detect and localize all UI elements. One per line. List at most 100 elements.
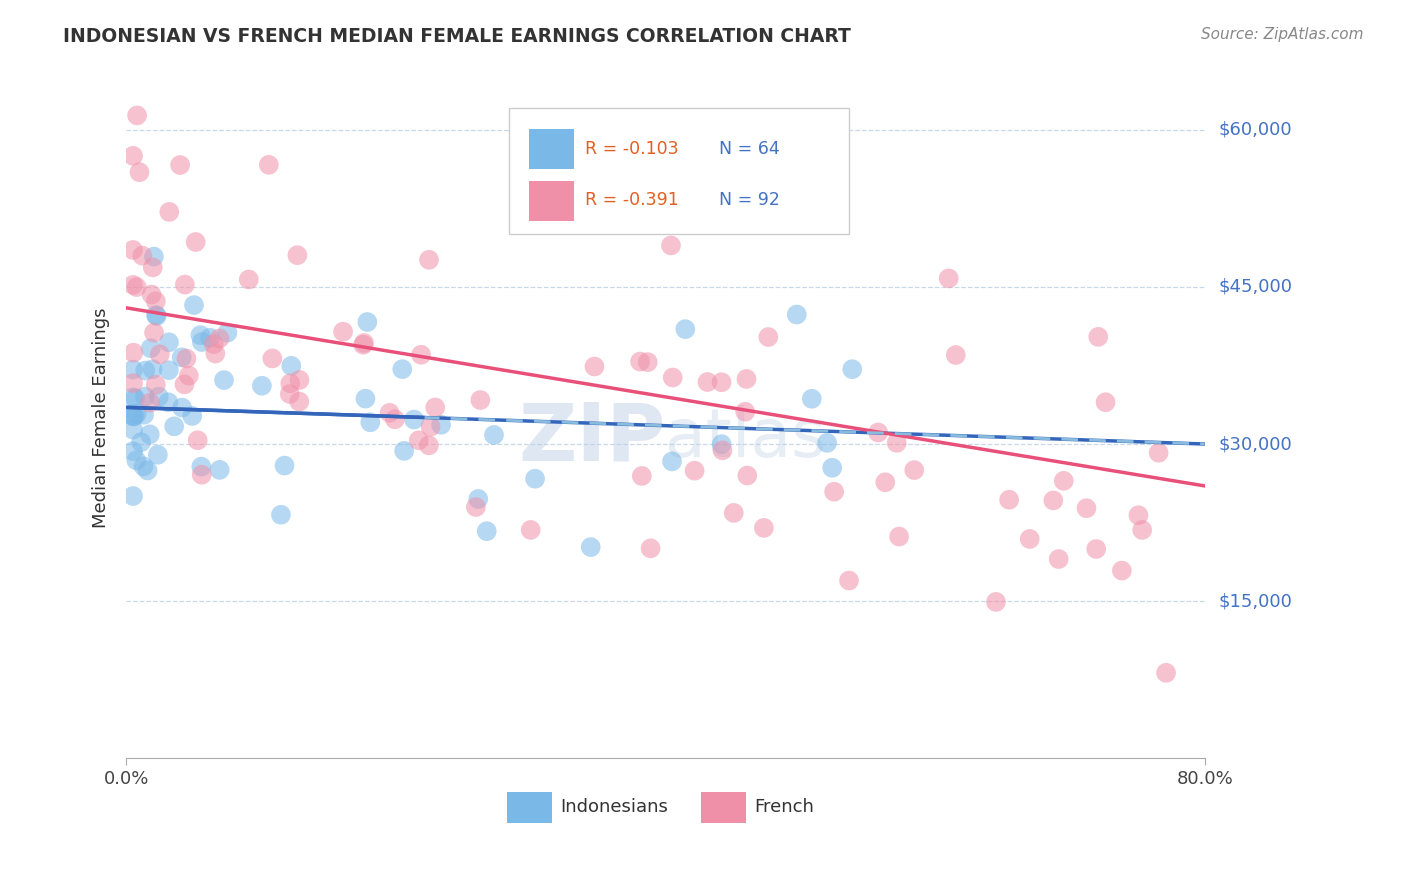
Point — [183, 298, 205, 312]
Point — [1047, 552, 1070, 566]
Point — [287, 248, 309, 262]
Point — [1076, 501, 1098, 516]
Point — [190, 328, 212, 343]
Point — [640, 541, 662, 556]
Point — [177, 368, 200, 383]
Point — [696, 375, 718, 389]
FancyBboxPatch shape — [529, 129, 574, 169]
Point — [288, 373, 311, 387]
Point — [132, 408, 155, 422]
Point — [145, 308, 167, 322]
Point — [262, 351, 284, 366]
Point — [124, 409, 146, 424]
Point — [470, 392, 492, 407]
Point — [1087, 330, 1109, 344]
Point — [122, 345, 145, 359]
Point — [378, 406, 401, 420]
Point — [238, 272, 260, 286]
Point — [212, 373, 235, 387]
Point — [163, 419, 186, 434]
Point — [425, 401, 447, 415]
Point — [756, 330, 779, 344]
Point — [838, 574, 860, 588]
Point — [176, 351, 198, 366]
Point — [125, 453, 148, 467]
Point — [1128, 508, 1150, 523]
Point — [270, 508, 292, 522]
Point — [735, 468, 758, 483]
Point — [464, 500, 486, 514]
Point — [821, 460, 844, 475]
Point — [984, 595, 1007, 609]
Point — [122, 243, 145, 257]
Point — [938, 271, 960, 285]
Point — [122, 376, 145, 390]
Point — [711, 443, 734, 458]
Text: $45,000: $45,000 — [1219, 278, 1292, 296]
Point — [735, 372, 758, 386]
Point — [198, 331, 221, 345]
Point — [170, 351, 193, 365]
Point — [139, 427, 162, 442]
Point — [353, 336, 375, 351]
Point — [142, 260, 165, 275]
Point — [868, 425, 890, 440]
Point — [145, 377, 167, 392]
Point — [887, 530, 910, 544]
Point — [408, 434, 430, 448]
Point — [945, 348, 967, 362]
Point — [886, 435, 908, 450]
Point — [122, 423, 145, 437]
Point — [124, 391, 146, 405]
Point — [628, 354, 651, 368]
Point — [823, 484, 845, 499]
Point — [278, 387, 301, 401]
Point — [134, 390, 156, 404]
Point — [352, 337, 374, 351]
Point — [190, 467, 212, 482]
Point — [418, 252, 440, 267]
Point — [139, 341, 162, 355]
FancyBboxPatch shape — [529, 181, 574, 221]
Point — [524, 472, 547, 486]
Point — [157, 395, 180, 409]
Point — [122, 409, 145, 423]
Point — [122, 390, 145, 404]
Point — [204, 346, 226, 360]
Text: French: French — [754, 798, 814, 816]
Text: R = -0.391: R = -0.391 — [585, 192, 678, 210]
Point — [1111, 564, 1133, 578]
Point — [132, 459, 155, 474]
Text: N = 92: N = 92 — [720, 192, 780, 210]
Point — [157, 363, 180, 377]
Point — [786, 308, 808, 322]
Point — [273, 458, 295, 473]
Point — [1042, 493, 1064, 508]
Point — [257, 158, 280, 172]
Point — [418, 438, 440, 452]
Text: atlas: atlas — [665, 405, 827, 471]
Point — [430, 417, 453, 432]
Point — [146, 448, 169, 462]
Point — [630, 469, 652, 483]
Y-axis label: Median Female Earnings: Median Female Earnings — [93, 308, 110, 528]
Point — [139, 395, 162, 409]
Point — [125, 280, 148, 294]
Point — [173, 377, 195, 392]
Point — [402, 412, 425, 426]
Point — [637, 355, 659, 369]
Point — [583, 359, 606, 374]
Text: $60,000: $60,000 — [1219, 120, 1292, 139]
Point — [170, 401, 193, 415]
Point — [1085, 541, 1108, 556]
Point — [125, 407, 148, 421]
FancyBboxPatch shape — [702, 791, 747, 823]
Point — [875, 475, 897, 490]
Point — [1154, 665, 1177, 680]
Point — [122, 149, 145, 163]
Point — [148, 390, 170, 404]
Point — [129, 435, 152, 450]
Point — [146, 309, 169, 323]
Point — [278, 376, 301, 391]
Point — [734, 405, 756, 419]
